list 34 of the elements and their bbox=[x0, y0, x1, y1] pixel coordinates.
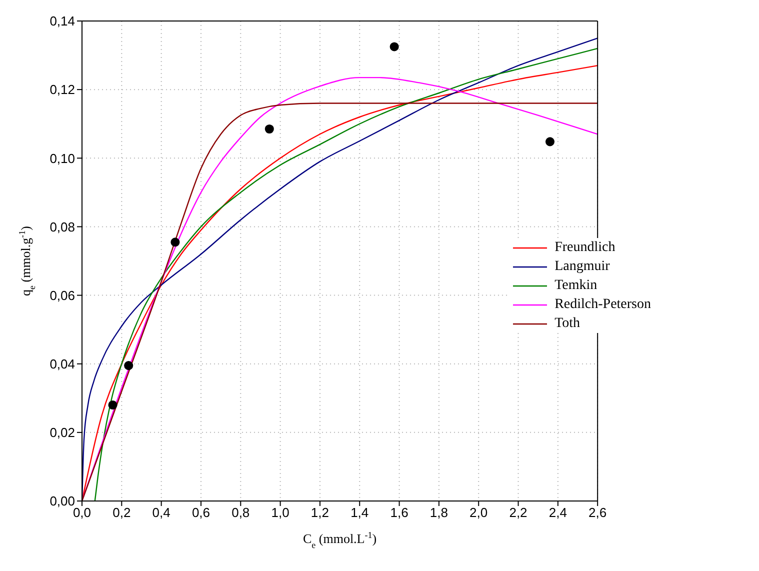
x-tick-label: 1,2 bbox=[310, 505, 329, 520]
x-tick-label: 2,6 bbox=[588, 505, 607, 520]
point bbox=[390, 42, 399, 52]
legend-label: Temkin bbox=[554, 278, 598, 294]
y-tick-label: 0,12 bbox=[50, 82, 75, 98]
x-tick-label: 1,6 bbox=[390, 505, 408, 520]
x-axis-title: C$_{e}$ (mmol.L$^{-1}$) bbox=[302, 530, 377, 550]
y-tick-label: 0,08 bbox=[50, 219, 75, 234]
y-tick-label: 0,00 bbox=[50, 494, 75, 509]
x-tick-label: 2,0 bbox=[470, 505, 488, 520]
legend-label: Toth bbox=[554, 316, 580, 332]
y-tick-label: 0,06 bbox=[50, 288, 75, 303]
point bbox=[545, 137, 554, 146]
x-tick-label: 2,4 bbox=[548, 505, 567, 520]
point bbox=[124, 361, 134, 370]
x-tick-label: 0,2 bbox=[112, 505, 131, 520]
x-tick-label: 0,4 bbox=[152, 505, 170, 520]
x-tick-label: 1,0 bbox=[271, 505, 290, 520]
point bbox=[108, 400, 118, 410]
y-tick-label: 0,04 bbox=[50, 356, 75, 372]
x-tick-label: 0,6 bbox=[192, 505, 210, 520]
y-tick-label: 0,14 bbox=[50, 14, 75, 29]
x-tick-label: 0,0 bbox=[72, 505, 92, 520]
legend-label: Langmuir bbox=[554, 258, 610, 274]
point bbox=[170, 238, 180, 247]
x-tick-label: 0,8 bbox=[232, 505, 250, 520]
x-tick-label: 1,8 bbox=[430, 505, 448, 520]
x-tick-label: 2,2 bbox=[509, 505, 528, 520]
legend-label: Redilch-Peterson bbox=[554, 296, 651, 312]
x-tick-label: 1,4 bbox=[350, 505, 369, 520]
y-tick-label: 0,02 bbox=[50, 425, 75, 440]
point bbox=[264, 124, 274, 134]
y-tick-label: 0,10 bbox=[50, 150, 75, 166]
legend-label: Freundlich bbox=[554, 240, 616, 256]
